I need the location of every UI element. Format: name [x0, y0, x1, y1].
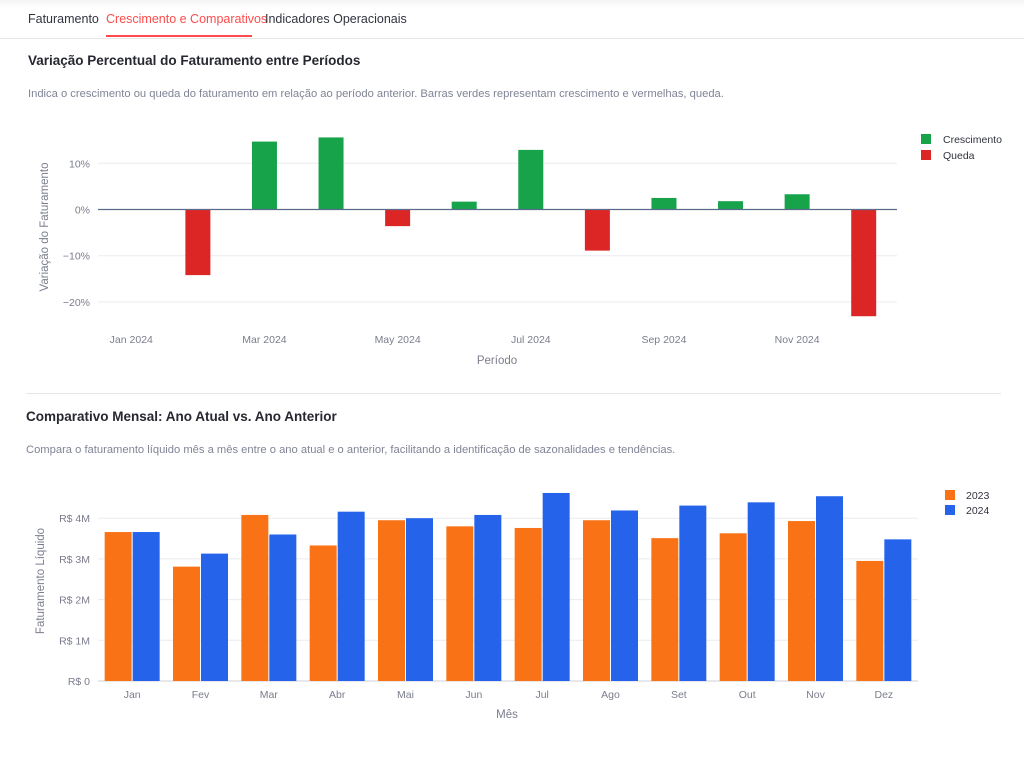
bar-2024 [474, 514, 502, 681]
x-tick-label: Ago [601, 689, 620, 701]
bar-2023 [514, 527, 542, 681]
legend-swatch-2024 [945, 505, 955, 515]
decline-bar [584, 209, 610, 251]
legend-label: Queda [943, 150, 975, 162]
x-axis-title: Mês [496, 709, 518, 721]
growth-bar [451, 201, 477, 210]
x-tick-label: Mai [397, 689, 414, 701]
x-tick-label: Out [739, 689, 756, 701]
top-shadow [0, 0, 1024, 8]
decline-bar [851, 209, 877, 317]
bar-2023 [856, 560, 884, 681]
bar-2024 [747, 502, 775, 681]
bar-2024 [884, 539, 912, 681]
y-tick-label: R$ 4M [59, 513, 90, 525]
growth-bar [251, 141, 277, 210]
bar-2023 [241, 514, 269, 681]
chart2-title: Comparativo Mensal: Ano Atual vs. Ano An… [26, 409, 337, 424]
section-divider [26, 393, 1001, 394]
chart2-description: Compara o faturamento líquido mês a mês … [26, 444, 676, 456]
decline-bar [185, 209, 211, 276]
growth-bar [651, 197, 677, 210]
bar-2023 [173, 566, 200, 681]
x-tick-label: May 2024 [375, 334, 421, 346]
y-tick-label: 10% [69, 158, 90, 170]
y-tick-label: R$ 0 [68, 676, 90, 688]
growth-variation-chart[interactable]: 10% 0% −10% −20% Jan 2024 Mar 2024 May 2024 Jul… [0, 110, 1024, 380]
bar-2024 [816, 496, 843, 681]
x-axis-title: Período [477, 355, 517, 367]
legend-swatch-growth [921, 134, 931, 144]
x-tick-label: Abr [329, 689, 346, 701]
y-tick-label: R$ 3M [59, 554, 90, 566]
x-tick-label: Set [671, 689, 687, 701]
bar-2023 [378, 520, 405, 681]
bar-2024 [611, 510, 638, 681]
x-tick-label: Jan [124, 689, 141, 701]
bar-2024 [679, 505, 707, 681]
growth-bar [318, 137, 344, 210]
legend-label: 2023 [966, 490, 990, 502]
bar-2023 [104, 532, 132, 681]
tab-indicadores-operacionais[interactable]: Indicadores Operacionais [265, 12, 407, 26]
y-tick-label: −10% [63, 251, 90, 263]
x-tick-label: Jun [465, 689, 482, 701]
y-axis-title: Variação do Faturamento [39, 163, 51, 292]
bar-2024 [269, 534, 297, 681]
bar-2024 [132, 532, 160, 681]
growth-bar [784, 194, 810, 210]
y-tick-label: R$ 2M [59, 595, 90, 607]
x-tick-label: Mar [260, 689, 279, 701]
tab-crescimento-comparativos[interactable]: Crescimento e Comparativos [106, 12, 268, 26]
bar-2024 [406, 518, 433, 681]
bar-2023 [583, 520, 610, 681]
legend-swatch-2023 [945, 490, 955, 500]
x-tick-label: Jan 2024 [110, 334, 153, 346]
legend-label: 2024 [966, 505, 990, 517]
y-tick-label: −20% [63, 297, 90, 309]
legend-label: Crescimento [943, 134, 1002, 146]
x-tick-label: Sep 2024 [641, 334, 686, 346]
bar-2024 [542, 492, 570, 681]
bar-2023 [719, 533, 747, 681]
bar-2024 [337, 511, 365, 681]
x-tick-label: Mar 2024 [242, 334, 287, 346]
bar-2024 [201, 553, 228, 681]
bar-2023 [651, 538, 679, 681]
x-tick-label: Nov 2024 [775, 334, 820, 346]
active-tab-indicator [106, 35, 252, 37]
x-tick-label: Jul 2024 [511, 334, 551, 346]
x-tick-label: Nov [806, 689, 825, 701]
x-tick-label: Fev [192, 689, 210, 701]
y-axis-title: Faturamento Líquido [35, 528, 47, 634]
tab-faturamento[interactable]: Faturamento [28, 12, 99, 26]
y-tick-label: R$ 1M [59, 635, 90, 647]
bar-2023 [446, 526, 474, 681]
bar-2023 [788, 521, 815, 681]
tab-bar: Faturamento Crescimento e Comparativos I… [0, 0, 1024, 39]
x-tick-label: Jul [535, 689, 548, 701]
chart1-description: Indica o crescimento ou queda do faturam… [28, 88, 724, 100]
decline-bar [385, 209, 411, 227]
growth-bar [718, 201, 744, 210]
x-tick-label: Dez [874, 689, 893, 701]
bar-2023 [309, 545, 337, 681]
legend-swatch-decline [921, 150, 931, 160]
chart1-title: Variação Percentual do Faturamento entre… [28, 53, 361, 68]
y-tick-label: 0% [75, 205, 90, 217]
monthly-comparison-chart[interactable]: R$ 4M R$ 3M R$ 2M R$ 1M R$ 0 Jan Fev Mar Abr Mai J… [0, 470, 1024, 730]
growth-bar [518, 149, 544, 210]
